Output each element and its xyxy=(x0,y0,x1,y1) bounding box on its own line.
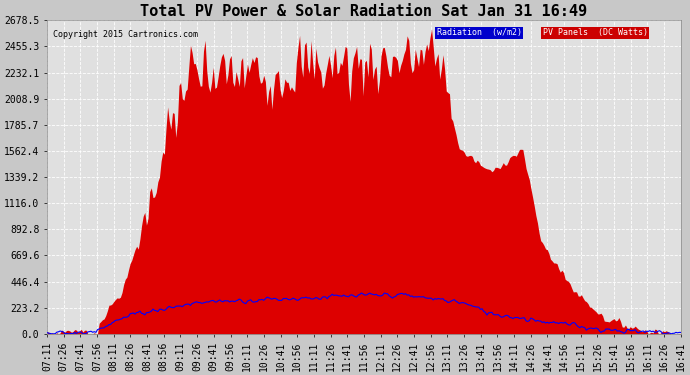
Text: Copyright 2015 Cartronics.com: Copyright 2015 Cartronics.com xyxy=(53,30,199,39)
Text: Radiation  (w/m2): Radiation (w/m2) xyxy=(437,28,522,37)
Title: Total PV Power & Solar Radiation Sat Jan 31 16:49: Total PV Power & Solar Radiation Sat Jan… xyxy=(140,4,587,19)
Text: PV Panels  (DC Watts): PV Panels (DC Watts) xyxy=(542,28,648,37)
